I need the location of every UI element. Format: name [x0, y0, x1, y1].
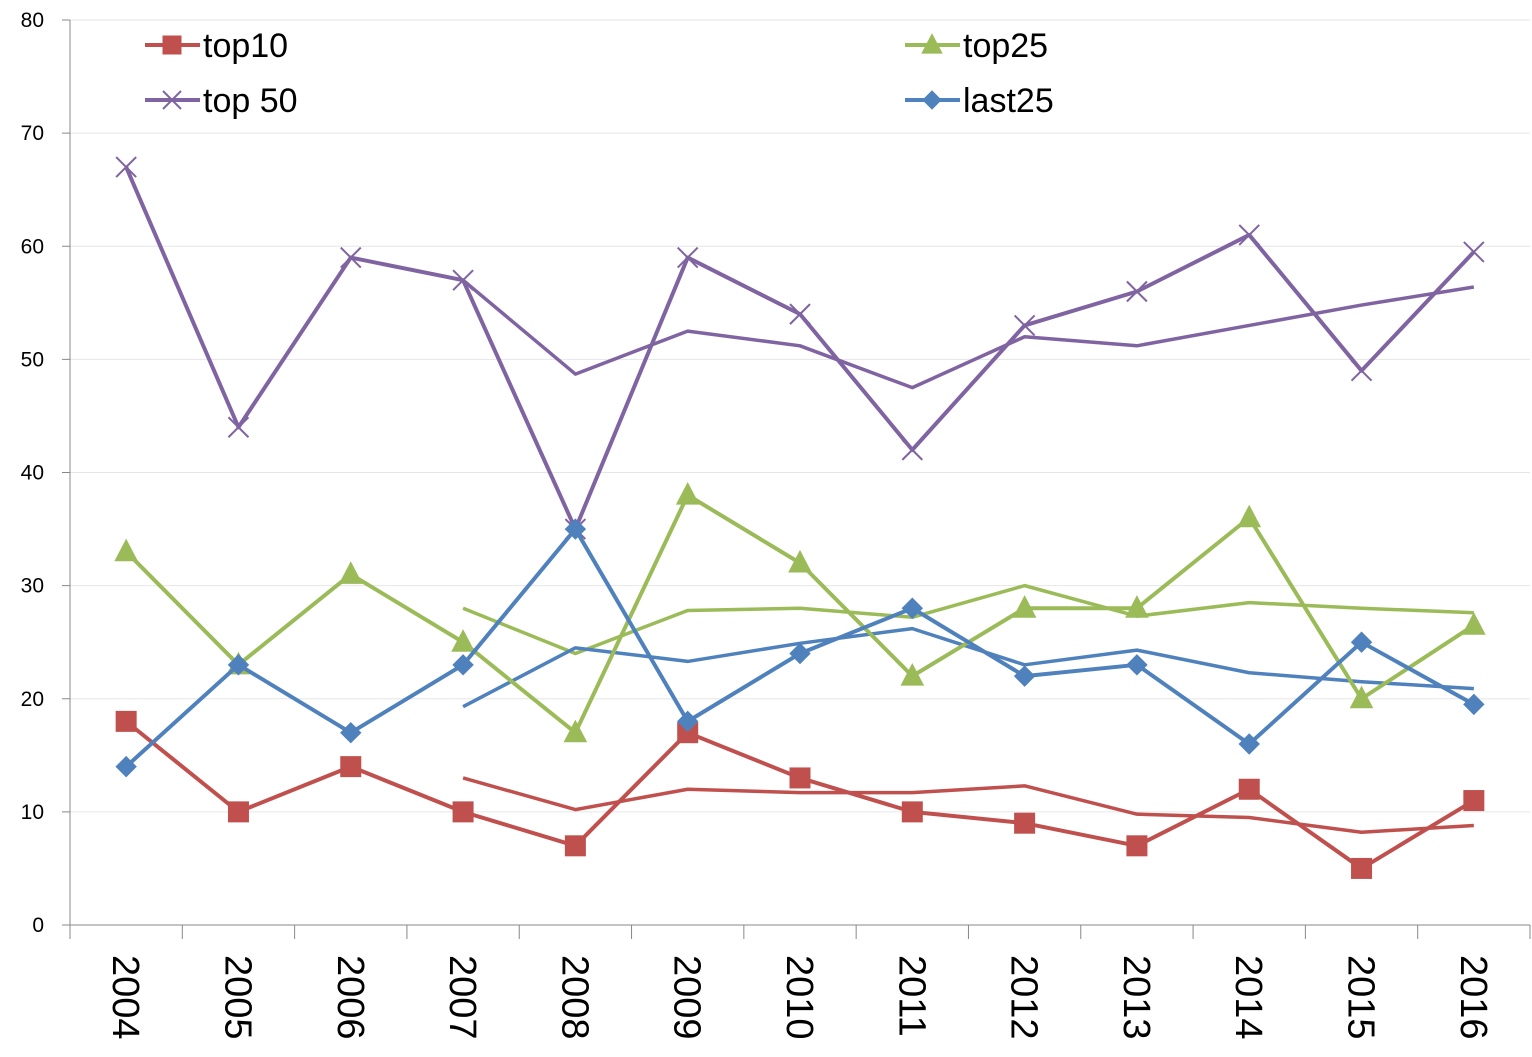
- trend-line: [461, 278, 1475, 390]
- x-tick-label: 2016: [1452, 955, 1494, 1040]
- marker: [1349, 685, 1374, 709]
- y-tick-label: 0: [32, 914, 44, 937]
- marker: [227, 416, 250, 438]
- marker: [114, 538, 138, 562]
- marker: [1351, 857, 1373, 879]
- legend-label: top10: [203, 27, 288, 65]
- x-tick-label: 2013: [1115, 955, 1157, 1040]
- y-tick-label: 40: [21, 462, 44, 485]
- x-tick-label: 2011: [890, 955, 932, 1037]
- marker: [1014, 812, 1036, 834]
- x-tick-label: 2009: [666, 955, 708, 1040]
- marker: [1462, 612, 1486, 635]
- x-tick-label: 2006: [329, 955, 371, 1040]
- marker: [340, 246, 362, 269]
- x-tick-label: 2005: [216, 955, 258, 1040]
- marker: [1126, 280, 1148, 303]
- marker: [1125, 595, 1149, 618]
- marker: [1350, 631, 1373, 653]
- marker: [115, 156, 137, 178]
- marker: [115, 710, 137, 732]
- trend-line: [462, 626, 1474, 709]
- x-tick-label: 2014: [1227, 955, 1269, 1040]
- marker: [1463, 241, 1485, 263]
- marker: [452, 269, 474, 291]
- y-tick-label: 50: [21, 348, 44, 371]
- marker: [675, 482, 700, 505]
- marker: [1463, 693, 1485, 716]
- marker: [115, 755, 137, 778]
- legend-marker: [922, 90, 942, 110]
- series-line: [124, 166, 1476, 532]
- marker: [1237, 504, 1262, 528]
- marker: [789, 303, 811, 325]
- marker: [901, 801, 923, 823]
- legend-label: top 50: [203, 82, 298, 120]
- y-tick-label: 80: [21, 9, 44, 32]
- marker: [340, 756, 362, 778]
- marker: [1013, 665, 1036, 687]
- marker: [563, 719, 588, 743]
- marker: [338, 561, 363, 584]
- x-tick-label: 2015: [1340, 955, 1382, 1040]
- marker: [451, 629, 475, 652]
- y-tick-label: 70: [21, 122, 44, 145]
- trend-line: [462, 776, 1474, 834]
- marker: [452, 801, 474, 823]
- marker: [789, 767, 811, 789]
- series-line: [124, 719, 1475, 871]
- legend-label: last25: [963, 82, 1054, 120]
- x-tick-label: 2004: [104, 955, 146, 1040]
- marker: [900, 663, 925, 686]
- legend-marker: [162, 35, 182, 55]
- marker: [676, 710, 699, 733]
- marker: [1012, 595, 1037, 618]
- y-tick-label: 20: [21, 688, 44, 711]
- marker: [789, 642, 811, 665]
- marker: [901, 439, 924, 461]
- y-tick-label: 10: [21, 801, 44, 824]
- marker: [676, 246, 699, 269]
- marker: [1126, 835, 1148, 857]
- x-tick-label: 2007: [441, 955, 483, 1040]
- marker: [452, 654, 474, 676]
- marker: [1238, 733, 1260, 755]
- marker: [227, 654, 250, 676]
- y-tick-label: 30: [21, 575, 44, 598]
- series-line: [124, 493, 1475, 735]
- marker: [564, 518, 587, 540]
- marker: [1238, 224, 1260, 246]
- legend-marker: [921, 33, 943, 54]
- marker: [788, 549, 812, 573]
- marker: [1126, 654, 1148, 676]
- legend-marker: [162, 90, 182, 110]
- x-tick-label: 2010: [778, 955, 820, 1040]
- y-tick-label: 60: [21, 235, 44, 258]
- x-tick-label: 2008: [553, 955, 595, 1040]
- marker: [340, 721, 362, 744]
- marker: [227, 801, 249, 823]
- x-tick-label: 2012: [1003, 955, 1045, 1040]
- marker: [1013, 314, 1036, 337]
- marker: [1350, 359, 1373, 382]
- legend-label: top25: [963, 27, 1048, 65]
- marker: [901, 597, 924, 619]
- marker: [564, 835, 586, 857]
- marker: [1463, 790, 1485, 812]
- marker: [1238, 778, 1260, 800]
